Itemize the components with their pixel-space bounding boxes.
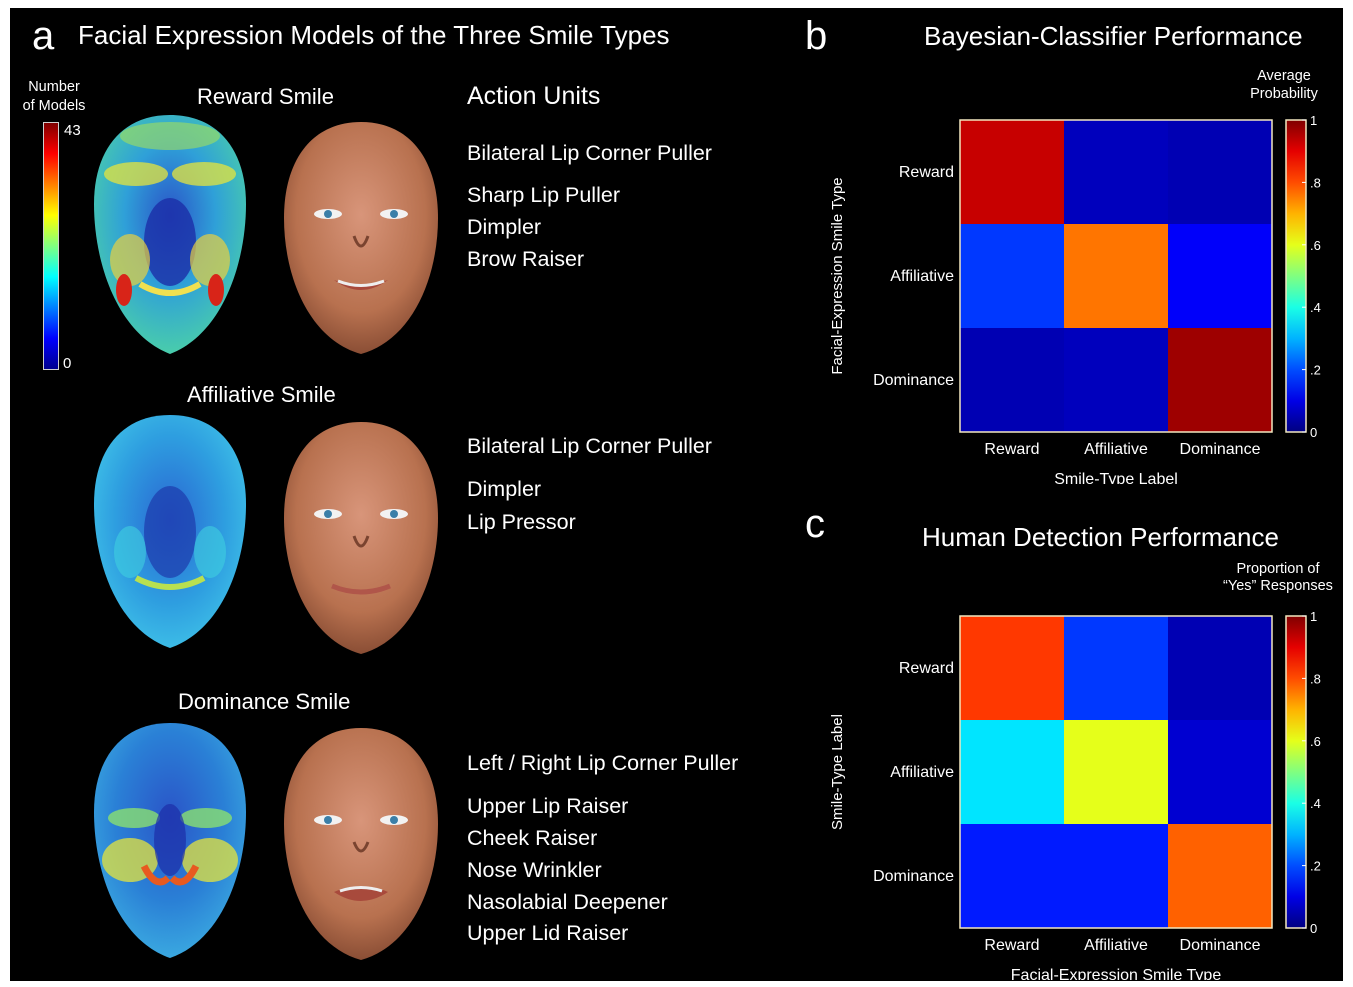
affiliative-action-unit-2: Dimpler: [467, 477, 542, 501]
chart-c-colorbar: [1285, 615, 1307, 929]
panel-c-letter: c: [805, 502, 825, 546]
chart-b-y-tick-label: Dominance: [873, 372, 954, 389]
chart-b-colorbar: [1285, 119, 1307, 433]
chart-c-y-axis-label: Smile-Type Label: [829, 714, 846, 830]
chart-b-y-tick-label: Affiliative: [890, 268, 954, 285]
chart-b-cell-1-1: [1064, 224, 1168, 328]
chart-b-cell-0-1: [1064, 120, 1168, 224]
chart-c-y-tick-label: Reward: [899, 660, 954, 677]
chart-c-cell-1-2: [1168, 720, 1272, 824]
chart-c-cell-2-2: [1168, 824, 1272, 928]
reward-action-unit-2: Sharp Lip Puller: [467, 183, 620, 207]
affiliative-action-unit-3: Lip Pressor: [467, 510, 576, 534]
panel-b-title: Bayesian-Classifier Performance: [924, 21, 1303, 51]
reward-action-unit-3: Dimpler: [467, 215, 542, 239]
dominance-action-unit-5: Nasolabial Deepener: [467, 890, 668, 914]
chart-c-x-tick-label: Dominance: [1180, 937, 1261, 954]
colorbar-c-title-line2: “Yes” Responses: [1223, 578, 1333, 594]
affiliative-rendered-face: [284, 422, 438, 654]
affiliative-heatmap-face: [94, 415, 246, 648]
chart-b-colorbar-tick-label: .4: [1310, 300, 1321, 315]
chart-c-colorbar-tick-label: .6: [1310, 734, 1321, 749]
reward-rendered-face: [284, 122, 438, 354]
chart-c-colorbar-tick-label: 1: [1310, 609, 1317, 624]
chart-c-cell-2-1: [1064, 824, 1168, 928]
reward-smile-title: Reward Smile: [197, 84, 334, 109]
chart-b-cell-2-1: [1064, 328, 1168, 432]
panel-a-title: Facial Expression Models of the Three Sm…: [78, 20, 670, 50]
chart-c-cell-1-1: [1064, 720, 1168, 824]
chart-c-cell-0-1: [1064, 616, 1168, 720]
dominance-rendered-face: [284, 728, 438, 960]
dominance-action-unit-3: Cheek Raiser: [467, 826, 598, 850]
chart-c-y-tick-label: Dominance: [873, 868, 954, 885]
human-detection-heatmap: Reward Affiliative Dominance Reward Affiliat…: [829, 609, 1321, 980]
chart-c-cell-0-2: [1168, 616, 1272, 720]
chart-c-cell-2-0: [960, 824, 1064, 928]
chart-b-cell-0-0: [960, 120, 1064, 224]
chart-b-x-tick-label: Affiliative: [1084, 441, 1148, 458]
chart-b-colorbar-tick-label: 1: [1310, 113, 1317, 128]
affiliative-smile-title: Affiliative Smile: [187, 382, 336, 407]
chart-b-colorbar-tick-label: .6: [1310, 238, 1321, 253]
chart-b-colorbar-tick-label: .2: [1310, 363, 1321, 378]
chart-c-x-tick-label: Reward: [984, 937, 1039, 954]
bayesian-classifier-heatmap: Reward Affiliative Dominance Reward Affiliat…: [829, 113, 1321, 484]
dominance-action-unit-2: Upper Lip Raiser: [467, 794, 629, 818]
chart-c-cell-0-0: [960, 616, 1064, 720]
dominance-action-unit-1: Left / Right Lip Corner Puller: [467, 751, 739, 775]
chart-b-colorbar-tick-label: 0: [1310, 425, 1317, 440]
dominance-action-unit-4: Nose Wrinkler: [467, 858, 602, 882]
panel-b-letter: b: [805, 14, 828, 58]
chart-b-colorbar-tick-label: .8: [1310, 175, 1321, 190]
colorbar-a-title-line1: Number: [28, 79, 80, 95]
action-units-header: Action Units: [467, 82, 601, 110]
colorbar-c-title-line1: Proportion of: [1236, 561, 1320, 577]
chart-b-cell-2-0: [960, 328, 1064, 432]
chart-c-colorbar-tick-label: 0: [1310, 921, 1317, 936]
colorbar-a: [43, 122, 59, 370]
reward-heatmap-face: [94, 115, 246, 354]
reward-action-unit-1: Bilateral Lip Corner Puller: [467, 141, 712, 165]
chart-c-frame: [959, 615, 1273, 929]
dominance-action-unit-6: Upper Lid Raiser: [467, 921, 629, 945]
chart-b-x-tick-label: Dominance: [1180, 441, 1261, 458]
chart-b-x-axis-label: Smile-Type Label: [1054, 471, 1178, 484]
colorbar-a-title-line2: of Models: [22, 98, 86, 114]
dominance-heatmap-face: [94, 723, 246, 958]
chart-b-y-axis-label: Facial-Expression Smile Type: [829, 177, 846, 374]
colorbar-b-title-line1: Average: [1257, 68, 1311, 84]
chart-b-cell-0-2: [1168, 120, 1272, 224]
figure: a Facial Expression Models of the Three …: [10, 8, 1343, 981]
chart-c-x-axis-label: Facial-Expression Smile Type: [1011, 967, 1222, 980]
colorbar-a-max: 43: [64, 122, 81, 139]
panel-c-title: Human Detection Performance: [922, 522, 1279, 552]
dominance-smile-title: Dominance Smile: [178, 689, 351, 714]
colorbar-a-min: 0: [63, 355, 72, 372]
chart-c-x-tick-label: Affiliative: [1084, 937, 1148, 954]
chart-c-cell-1-0: [960, 720, 1064, 824]
chart-c-colorbar-tick-label: .4: [1310, 796, 1321, 811]
chart-b-cell-1-2: [1168, 224, 1272, 328]
panel-a-letter: a: [32, 14, 55, 58]
chart-c-colorbar-tick-label: .8: [1310, 671, 1321, 686]
chart-b-x-tick-label: Reward: [984, 441, 1039, 458]
chart-c-colorbar-tick-label: .2: [1310, 859, 1321, 874]
chart-b-cell-2-2: [1168, 328, 1272, 432]
reward-action-unit-4: Brow Raiser: [467, 247, 585, 271]
chart-b-y-tick-label: Reward: [899, 164, 954, 181]
chart-c-y-tick-label: Affiliative: [890, 764, 954, 781]
affiliative-action-unit-1: Bilateral Lip Corner Puller: [467, 434, 712, 458]
chart-b-cell-1-0: [960, 224, 1064, 328]
colorbar-b-title-line2: Probability: [1250, 86, 1318, 102]
chart-b-frame: [959, 119, 1273, 433]
